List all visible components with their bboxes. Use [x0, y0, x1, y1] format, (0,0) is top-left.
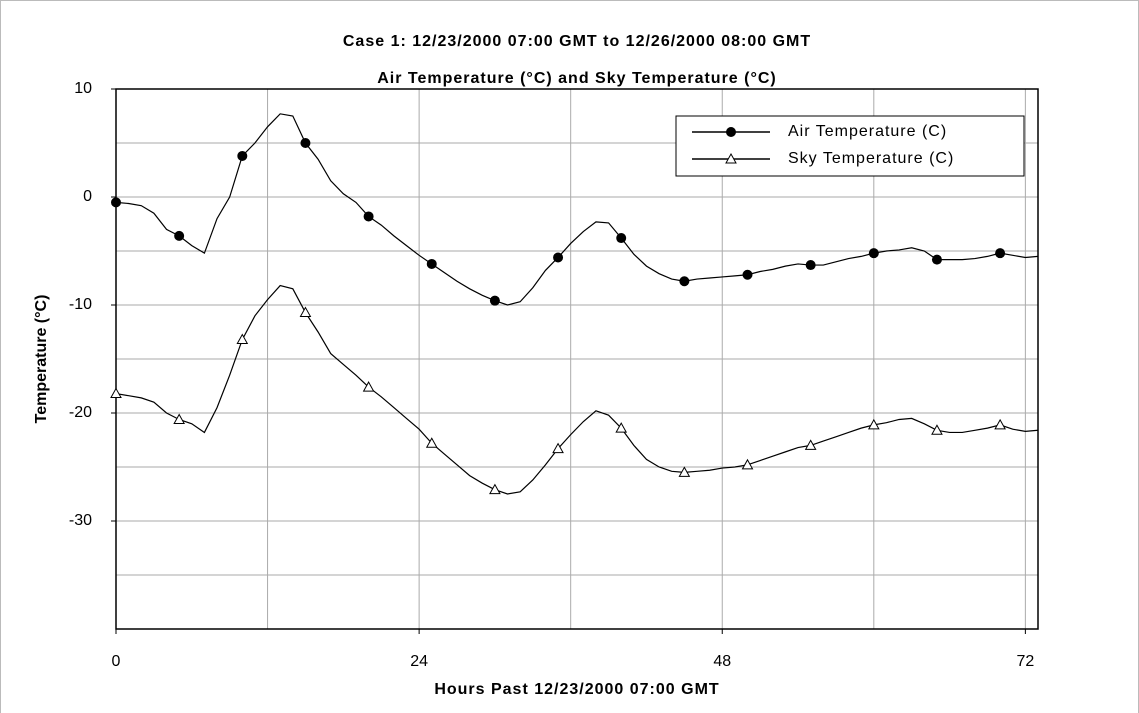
marker [111, 197, 121, 208]
marker [931, 424, 943, 435]
marker [995, 248, 1006, 259]
x-tick-label: 24 [410, 653, 428, 670]
marker [237, 150, 248, 161]
marker [300, 138, 311, 148]
y-tick-label: 0 [83, 188, 92, 205]
chart-title: Case 1: 12/23/2000 07:00 GMT to 12/26/20… [343, 33, 811, 50]
marker [174, 230, 185, 241]
y-axis-label: Temperature (°C) [33, 295, 50, 424]
legend-label: Air Temperature (C) [788, 123, 947, 140]
legend-marker [726, 127, 736, 137]
marker [867, 418, 880, 430]
marker [742, 269, 753, 280]
marker [299, 306, 312, 318]
marker [173, 413, 186, 424]
marker [805, 260, 816, 271]
y-tick-label: -30 [69, 512, 92, 529]
x-axis-label: Hours Past 12/23/2000 07:00 GMT [434, 681, 719, 698]
marker [868, 248, 879, 259]
series-line [115, 113, 1039, 306]
marker [678, 466, 691, 477]
chart-subtitle: Air Temperature (°C) and Sky Temperature… [377, 70, 777, 87]
x-tick-label: 72 [1016, 653, 1034, 670]
marker [236, 333, 249, 345]
marker [426, 258, 437, 269]
marker [110, 387, 122, 399]
marker [741, 458, 754, 470]
x-tick-label: 48 [713, 653, 731, 670]
x-tick-label: 0 [112, 653, 121, 670]
marker [804, 439, 817, 450]
marker [931, 254, 942, 265]
marker [553, 252, 564, 263]
marker [616, 233, 627, 244]
legend [675, 115, 1025, 177]
marker [489, 295, 500, 306]
y-tick-label: -10 [69, 296, 92, 313]
marker [615, 422, 628, 433]
marker [679, 276, 690, 287]
series-line [115, 284, 1039, 495]
y-tick-label: -20 [69, 404, 92, 421]
legend-label: Sky Temperature (C) [788, 150, 954, 167]
marker [552, 442, 564, 454]
marker [994, 418, 1006, 430]
marker [363, 211, 374, 222]
plot-area [115, 88, 1039, 630]
marker [425, 437, 438, 448]
y-tick-label: 10 [74, 80, 92, 97]
marker [489, 483, 501, 495]
legend-marker [725, 152, 737, 164]
marker [362, 381, 375, 392]
